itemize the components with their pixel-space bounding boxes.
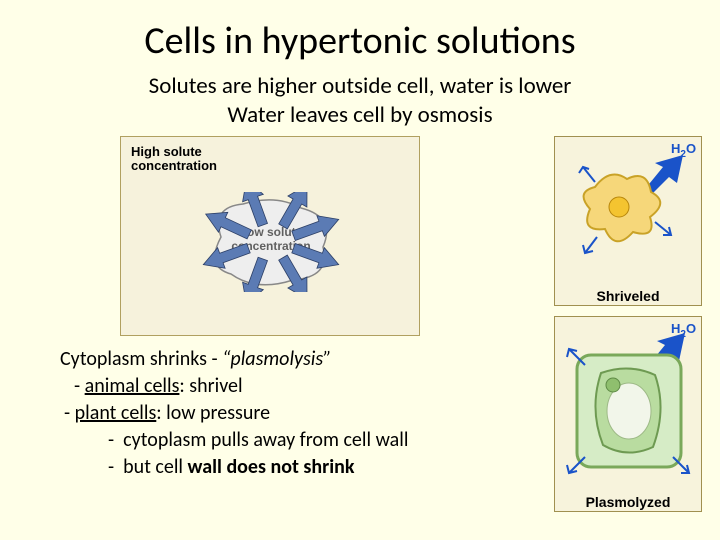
right-column: H2O Shriveled H2O	[554, 136, 702, 512]
sub-bullet-2: - but cell wall does not shrink	[60, 454, 550, 481]
osmosis-diagram: High solute concentration Low solute con…	[120, 136, 420, 336]
h2o-label-animal: H2O	[671, 141, 696, 160]
subtitle-line1: Solutes are higher outside cell, water i…	[0, 72, 720, 101]
left-column: High solute concentration Low solute con…	[0, 136, 550, 512]
animal-cell-panel: H2O Shriveled	[554, 136, 702, 306]
osmosis-svg: Low solute concentration	[201, 192, 341, 292]
bottom-text: Cytoplasm shrinks - “plasmolysis” - anim…	[60, 346, 550, 481]
plant-caption: Plasmolyzed	[555, 490, 701, 512]
content-row: High solute concentration Low solute con…	[0, 136, 720, 512]
animal-cells-line: - animal cells: shrivel	[60, 373, 550, 400]
page-title: Cells in hypertonic solutions	[0, 0, 720, 64]
sub-bullet-1: - cytoplasm pulls away from cell wall	[60, 427, 550, 454]
high-solute-label: High solute concentration	[131, 145, 217, 174]
animal-caption: Shriveled	[555, 284, 701, 306]
plant-cells-line: - plant cells: low pressure	[60, 400, 550, 427]
plant-nucleus	[606, 378, 620, 392]
subtitle-line2: Water leaves cell by osmosis	[0, 101, 720, 130]
plasmolysis-line: Cytoplasm shrinks - “plasmolysis”	[60, 346, 550, 373]
animal-cell-svg: H2O	[555, 137, 702, 279]
plant-cell-svg: H2O	[555, 317, 702, 485]
plant-cell-panel: H2O Plasmolyzed	[554, 316, 702, 512]
subtitle-block: Solutes are higher outside cell, water i…	[0, 72, 720, 130]
animal-nucleus	[609, 197, 629, 217]
